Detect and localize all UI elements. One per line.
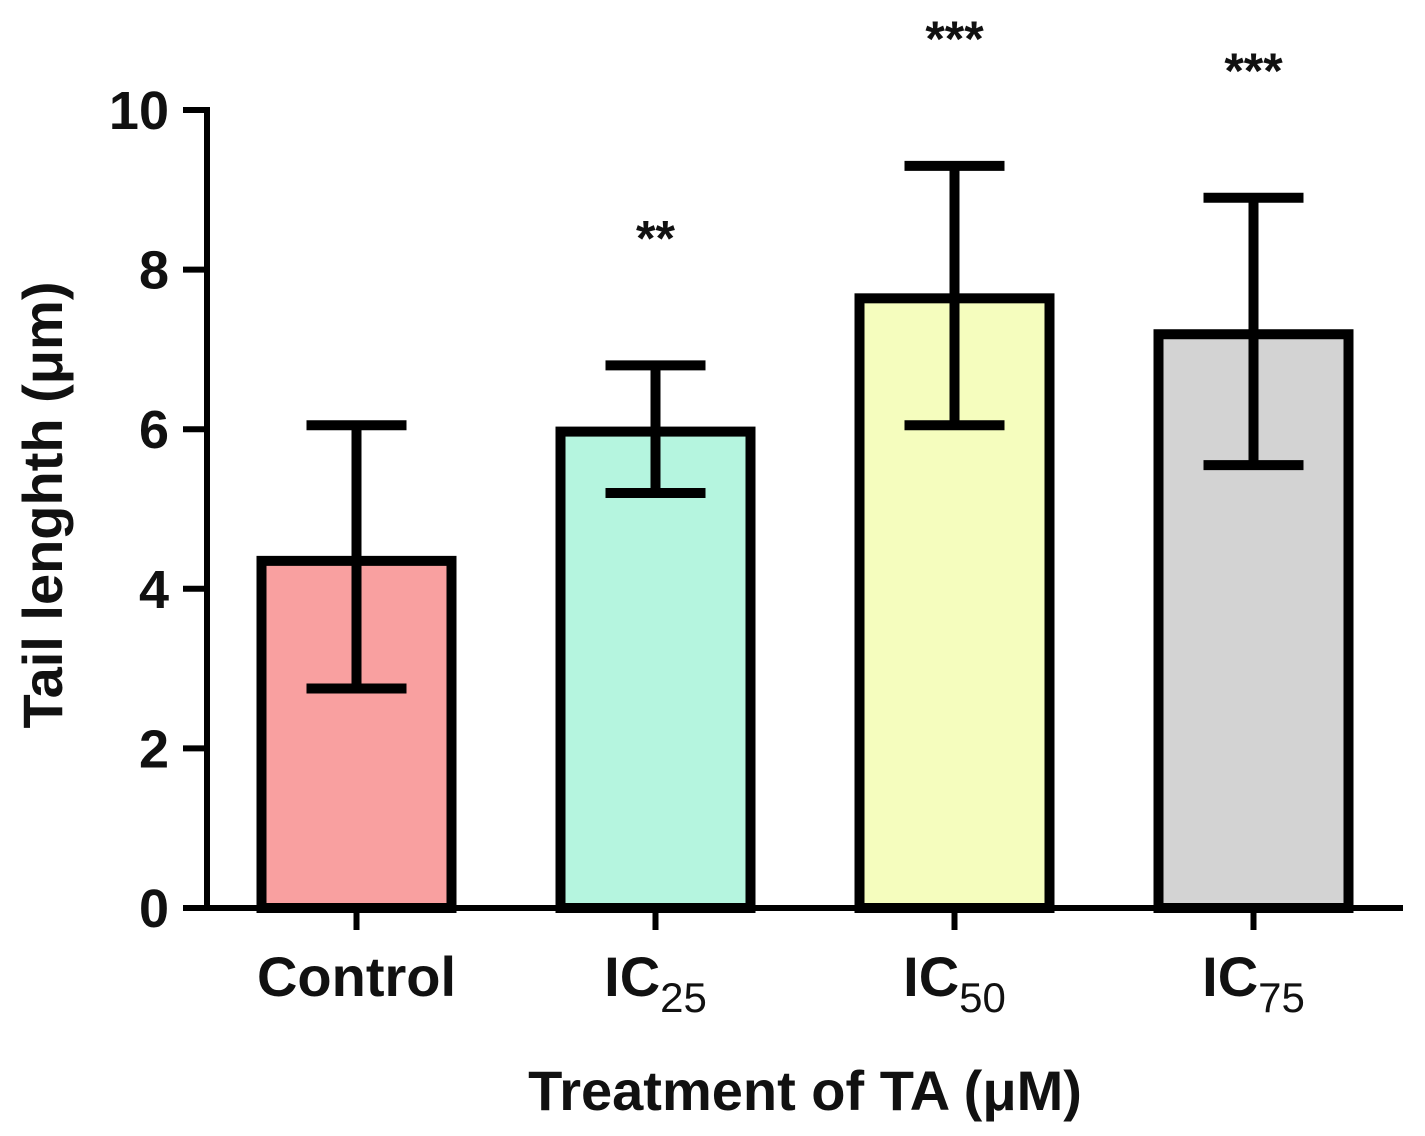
bar-1 [555, 426, 756, 913]
y-tick-label-1: 2 [139, 719, 169, 779]
y-tick-label-4: 8 [139, 241, 169, 301]
x-tick-label-3: IC75 [1202, 945, 1305, 1021]
labels-layer: Control ** IC25 *** IC50 *** IC75 0 2 4 6 8 10 [109, 11, 1305, 1021]
axes-layer [183, 107, 1403, 930]
x-tick-label-1: IC25 [604, 945, 707, 1021]
y-axis-title: Tail lenghth (μm) [11, 282, 74, 729]
x-tick-label-0: Control [257, 945, 456, 1008]
y-tick-label-0: 0 [139, 879, 169, 939]
significance-label-2: *** [925, 11, 984, 67]
x-axis-title: Treatment of TA (μM) [528, 1059, 1082, 1122]
significance-label-3: *** [1224, 43, 1283, 99]
y-tick-label-2: 4 [139, 560, 169, 620]
bars-layer [256, 293, 1354, 914]
y-tick-label-3: 6 [139, 400, 169, 460]
x-tick-label-2: IC50 [903, 945, 1006, 1021]
y-tick-label-5: 10 [109, 81, 169, 141]
error-bars-layer [306, 160, 1304, 694]
significance-label-1: ** [636, 210, 675, 266]
